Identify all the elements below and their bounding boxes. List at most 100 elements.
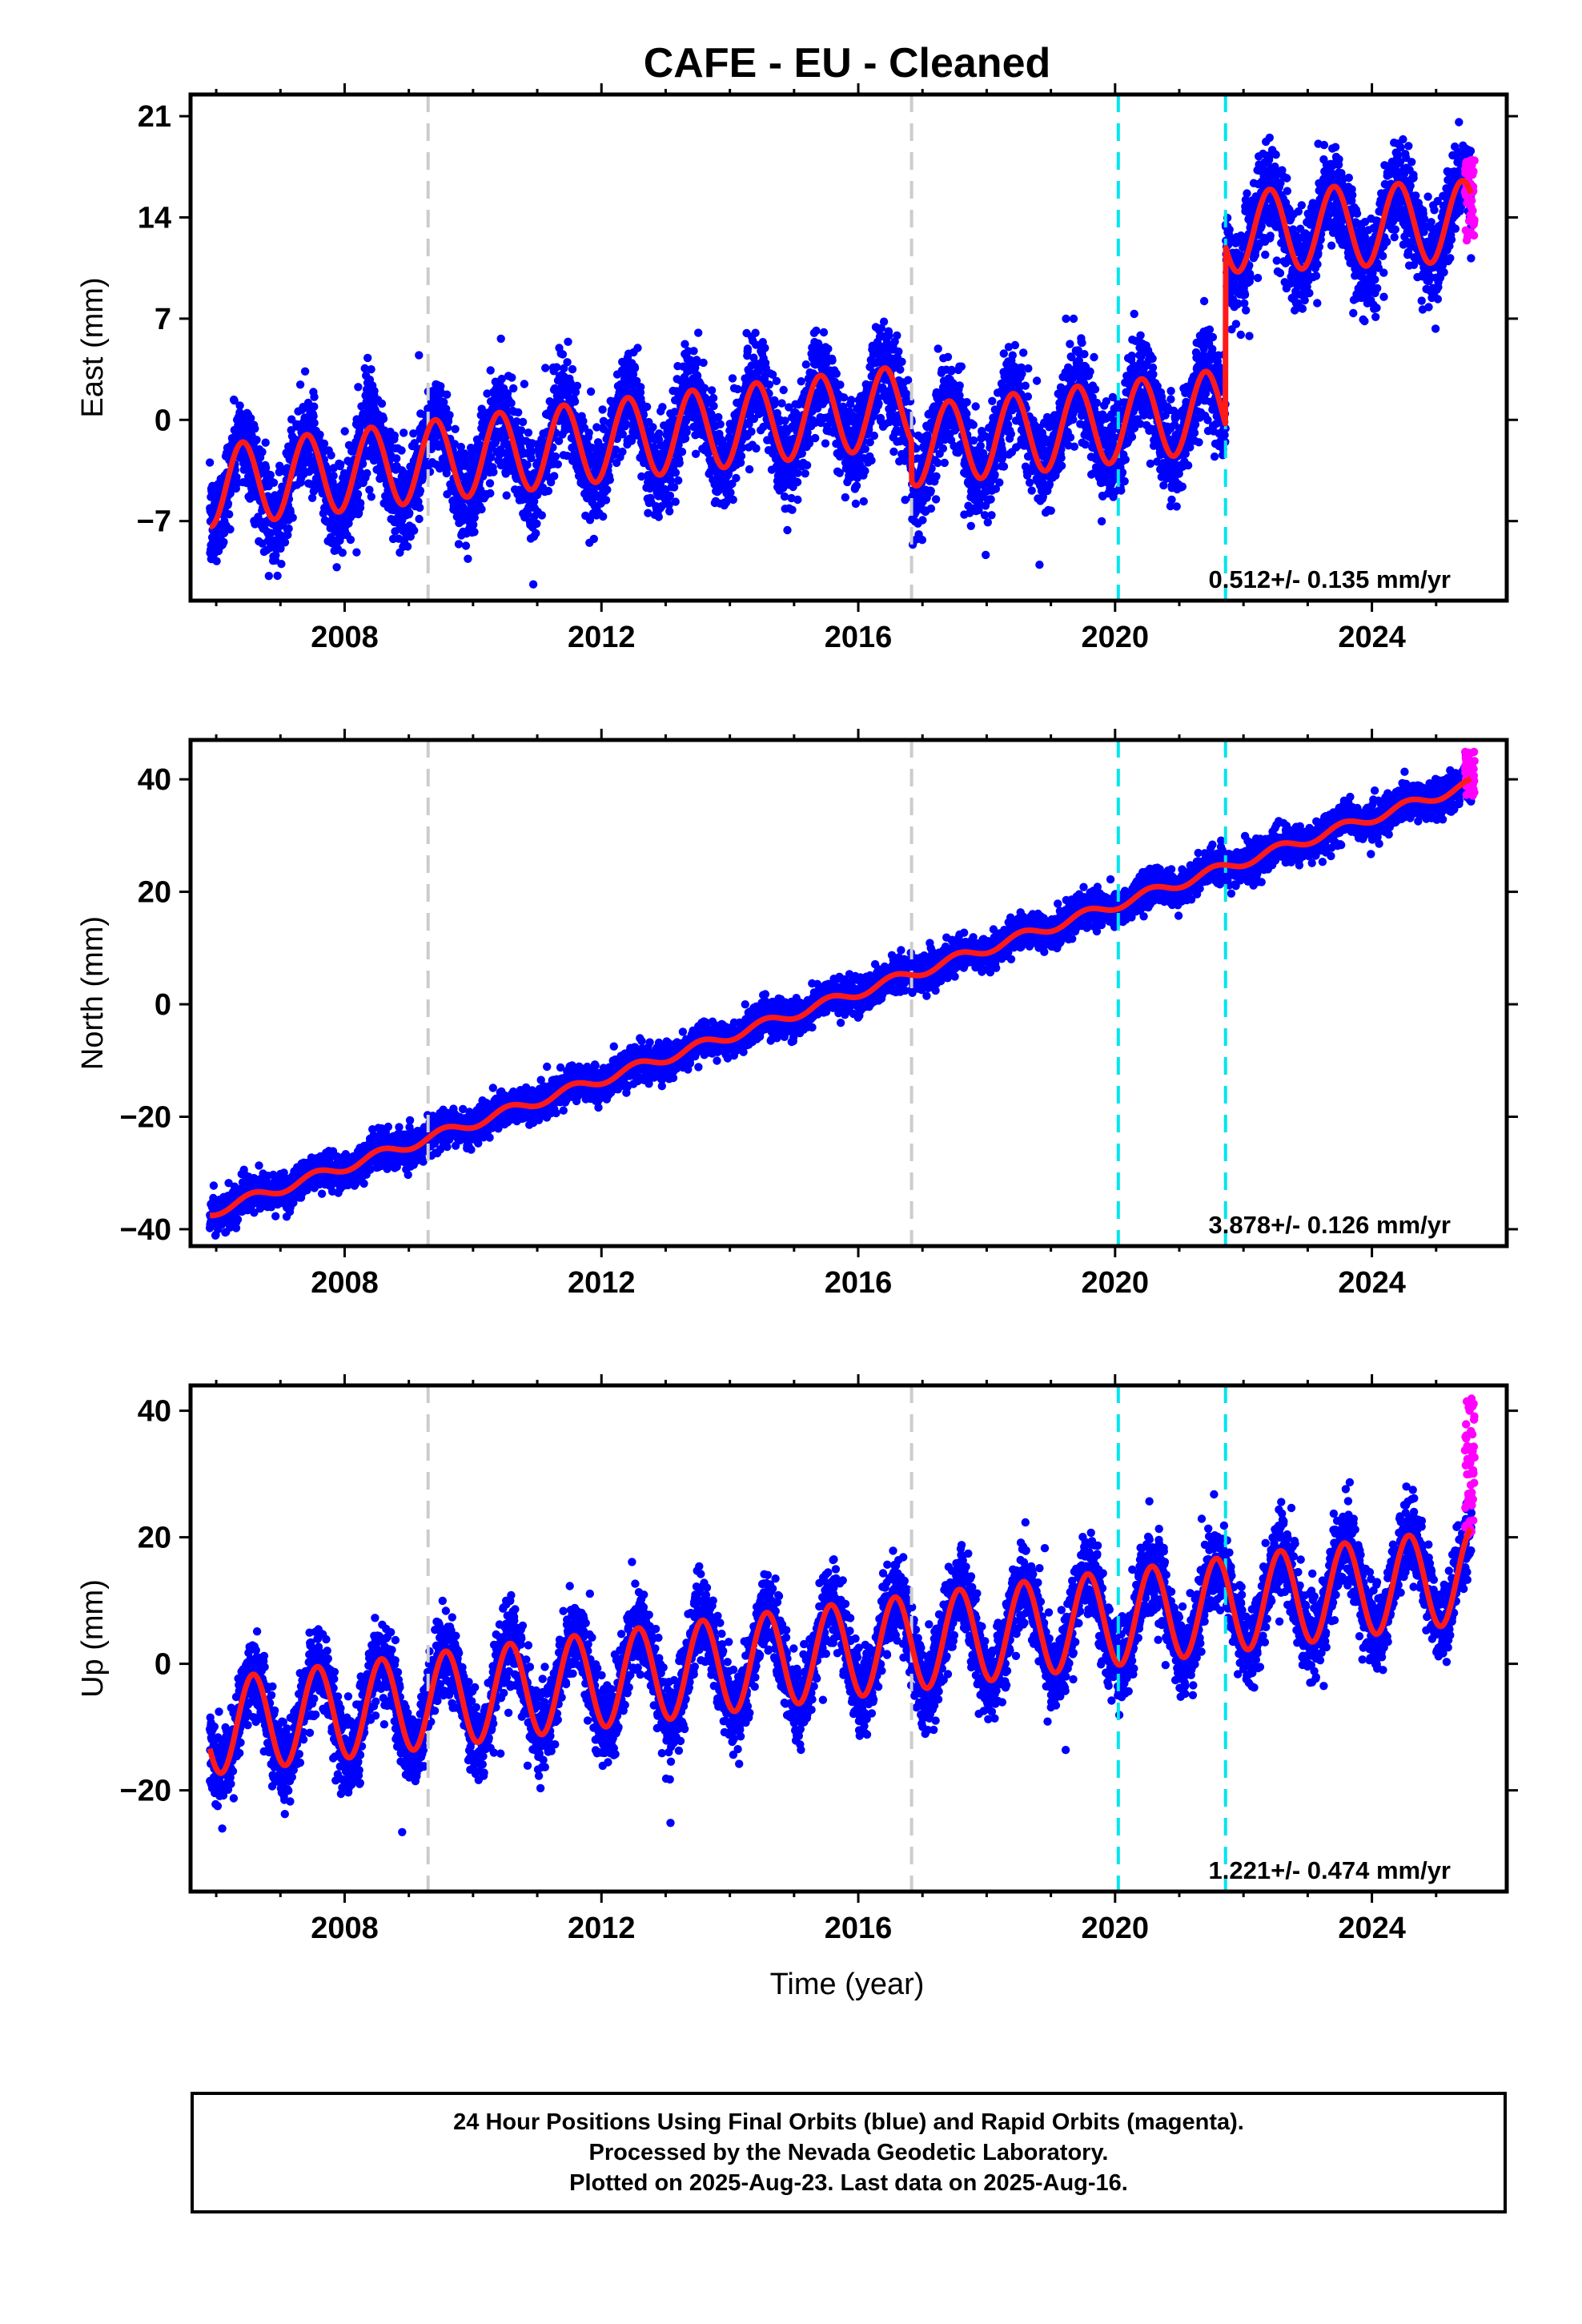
- data-point: [745, 464, 754, 474]
- data-point: [363, 468, 371, 478]
- data-point: [409, 429, 418, 438]
- data-point: [896, 365, 905, 374]
- data-point: [300, 367, 310, 376]
- data-point: [443, 390, 452, 399]
- data-point: [847, 396, 856, 404]
- data-point: [469, 521, 478, 529]
- data-point: [851, 499, 861, 509]
- data-point: [370, 387, 379, 396]
- data-point: [1035, 561, 1044, 569]
- data-point: [874, 399, 883, 408]
- data-point: [541, 364, 550, 372]
- data-point: [1046, 506, 1055, 515]
- data-point: [605, 476, 614, 485]
- data-point: [737, 452, 746, 460]
- data-point: [689, 347, 698, 356]
- data-point: [940, 458, 950, 468]
- data-point: [926, 486, 935, 496]
- data-point: [1018, 369, 1026, 378]
- data-point: [570, 397, 580, 406]
- data-point: [454, 540, 464, 549]
- data-point: [832, 369, 841, 378]
- data-point: [358, 460, 367, 468]
- data-point: [563, 358, 572, 367]
- data-point: [572, 381, 582, 390]
- data-point: [859, 497, 869, 506]
- data-point: [307, 493, 317, 502]
- data-point: [780, 492, 789, 501]
- data-point: [969, 420, 978, 429]
- data-point: [416, 503, 424, 513]
- data-point: [516, 426, 526, 435]
- data-point: [1066, 340, 1074, 348]
- data-point: [700, 384, 709, 392]
- data-point: [802, 460, 812, 470]
- data-point: [793, 477, 802, 487]
- data-point: [273, 571, 282, 581]
- data-point: [310, 402, 319, 411]
- data-point: [527, 453, 536, 463]
- data-point: [671, 468, 681, 477]
- data-point: [1057, 461, 1066, 470]
- data-point: [1078, 338, 1086, 348]
- data-point: [550, 472, 559, 480]
- data-point: [732, 473, 741, 483]
- data-point: [219, 529, 229, 537]
- data-point: [819, 328, 829, 337]
- data-point: [1023, 392, 1033, 401]
- data-point: [772, 376, 781, 385]
- data-point: [528, 580, 538, 589]
- data-point: [1080, 350, 1089, 359]
- data-point: [365, 485, 374, 494]
- data-point: [269, 478, 279, 487]
- data-point: [288, 513, 297, 522]
- data-point: [1027, 486, 1036, 495]
- data-point: [461, 541, 471, 550]
- data-point: [509, 384, 518, 393]
- data-point: [363, 353, 372, 363]
- data-point: [405, 509, 414, 517]
- data-point: [235, 401, 244, 410]
- data-point: [497, 374, 506, 384]
- data-point: [621, 419, 630, 428]
- data-point: [982, 550, 990, 560]
- data-point: [1019, 348, 1028, 357]
- data-point: [709, 393, 718, 403]
- data-point: [987, 511, 996, 520]
- data-point: [397, 446, 406, 455]
- data-point: [451, 424, 460, 433]
- data-point: [356, 499, 365, 508]
- chart-title: CAFE - EU - Cleaned: [644, 40, 1051, 86]
- data-point: [601, 496, 611, 505]
- data-point: [889, 447, 898, 456]
- data-point: [252, 436, 261, 444]
- data-point: [869, 431, 879, 440]
- data-point: [1062, 314, 1070, 324]
- data-point: [226, 525, 235, 534]
- data-point: [485, 479, 495, 488]
- data-point: [934, 344, 942, 353]
- data-point: [377, 399, 387, 408]
- data-point: [793, 495, 802, 505]
- data-point: [225, 510, 234, 519]
- data-point: [460, 449, 469, 458]
- data-point: [450, 440, 460, 448]
- data-point: [392, 454, 401, 463]
- data-point: [512, 417, 521, 426]
- data-point: [691, 449, 701, 458]
- data-point: [675, 458, 684, 468]
- data-point: [271, 551, 280, 560]
- data-point: [885, 332, 893, 340]
- data-point: [821, 439, 830, 448]
- data-point: [258, 448, 267, 456]
- data-point: [983, 518, 993, 527]
- data-point: [841, 493, 850, 502]
- data-point: [532, 529, 540, 538]
- data-point: [390, 431, 399, 440]
- data-point: [507, 399, 516, 408]
- data-point: [1010, 340, 1020, 350]
- data-point: [765, 380, 774, 389]
- data-point: [586, 387, 596, 396]
